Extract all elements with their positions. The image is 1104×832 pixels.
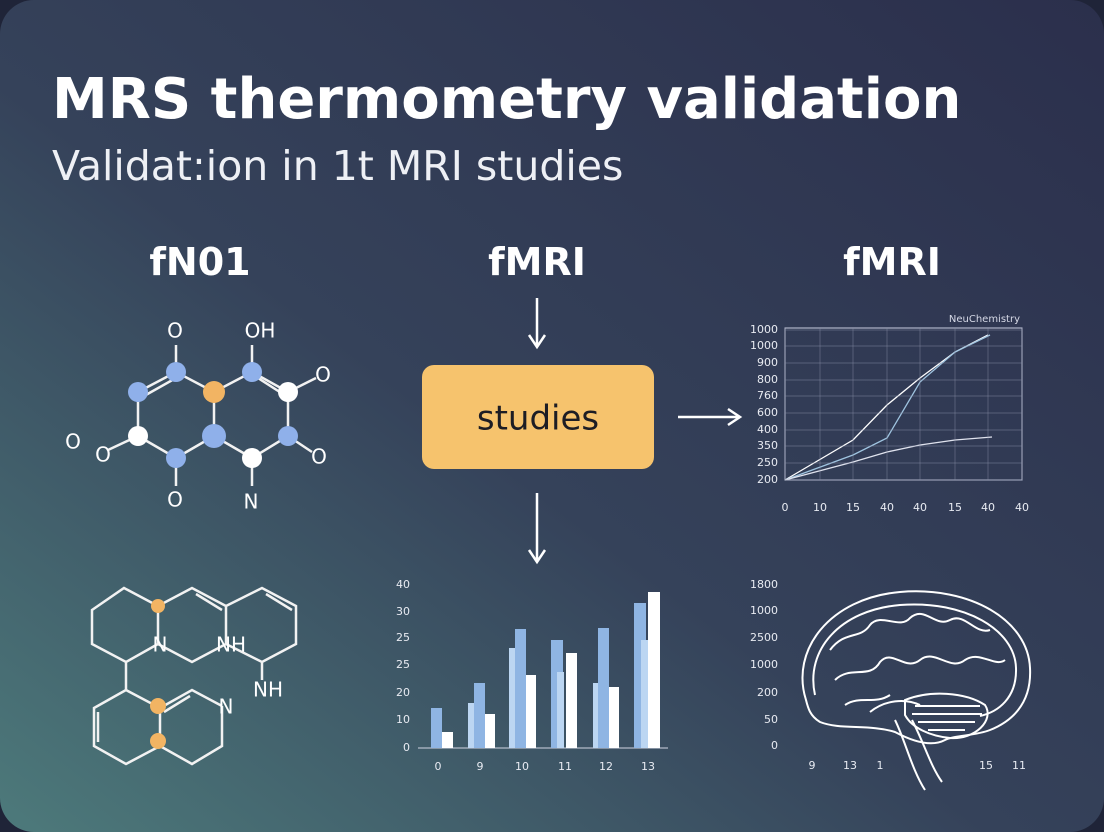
y-tick-label: 20 [396,686,410,699]
x-tick-label: 12 [599,760,613,773]
y-tick-label: 1000 [750,604,778,617]
x-tick-label: 1 [877,759,884,772]
x-tick-label: 40 [981,501,995,514]
y-tick-label: 2500 [750,631,778,644]
chart-label: NeuChemistry [949,314,1020,325]
title: MRS thermometry validation [52,67,961,132]
molecule-top: O OH O O O O O N [65,319,331,514]
x-tick-label: 40 [913,501,927,514]
atom-label: O [315,363,331,387]
y-tick-label: 800 [757,373,778,386]
x-tick-label: 9 [477,760,484,773]
y-tick-label: 400 [757,423,778,436]
subtitle: Validat:ion in 1t MRI studies [52,142,623,190]
x-tick-label: 9 [809,759,816,772]
x-tick-label: 13 [843,759,857,772]
bar-chart [418,592,668,749]
atom-label: N [219,695,234,719]
atom-label: O [167,488,183,512]
x-tick-label: 10 [515,760,529,773]
y-tick-label: 1000 [750,339,778,352]
atom-label: O [95,443,111,467]
x-tick-label: 40 [880,501,894,514]
process-label: studies [477,399,599,439]
atom-label: O [167,319,183,343]
molecule-bottom: N NH NH N [90,586,298,766]
x-tick-label: 13 [641,760,655,773]
x-tick-label: 15 [948,501,962,514]
y-tick-label: 0 [403,741,410,754]
x-tick-label: 11 [1012,759,1026,772]
y-tick-label: 30 [396,605,410,618]
atom-label: O [311,445,327,469]
column-heading: fMRI [843,240,941,284]
y-tick-label: 50 [764,713,778,726]
x-tick-label: 15 [846,501,860,514]
y-tick-label: 1800 [750,578,778,591]
column-heading: fMRI [488,240,586,284]
x-tick-label: 40 [1015,501,1029,514]
atom-label: OH [245,319,276,343]
atom-label: NH [216,633,246,657]
y-tick-label: 1000 [750,658,778,671]
y-tick-label: 40 [396,578,410,591]
y-tick-label: 200 [757,686,778,699]
y-tick-label: 760 [757,389,778,402]
y-tick-label: 25 [396,631,410,644]
atom-label: NH [253,678,283,702]
atom-label: N [244,490,259,514]
y-tick-label: 25 [396,658,410,671]
arrows [527,298,743,565]
atom-label: O [65,430,81,454]
x-tick-label: 10 [813,501,827,514]
y-tick-label: 250 [757,456,778,469]
column-heading: fN01 [149,240,250,284]
y-tick-label: 10 [396,713,410,726]
brain [801,590,1032,791]
x-tick-label: 0 [435,760,442,773]
y-tick-label: 1000 [750,323,778,336]
x-tick-label: 0 [782,501,789,514]
y-tick-label: 350 [757,439,778,452]
y-tick-label: 200 [757,473,778,486]
x-tick-label: 11 [558,760,572,773]
y-tick-label: 900 [757,356,778,369]
x-tick-label: 15 [979,759,993,772]
atom-label: N [153,633,168,657]
y-tick-label: 600 [757,406,778,419]
process-box [422,365,654,469]
y-tick-label: 0 [771,739,778,752]
